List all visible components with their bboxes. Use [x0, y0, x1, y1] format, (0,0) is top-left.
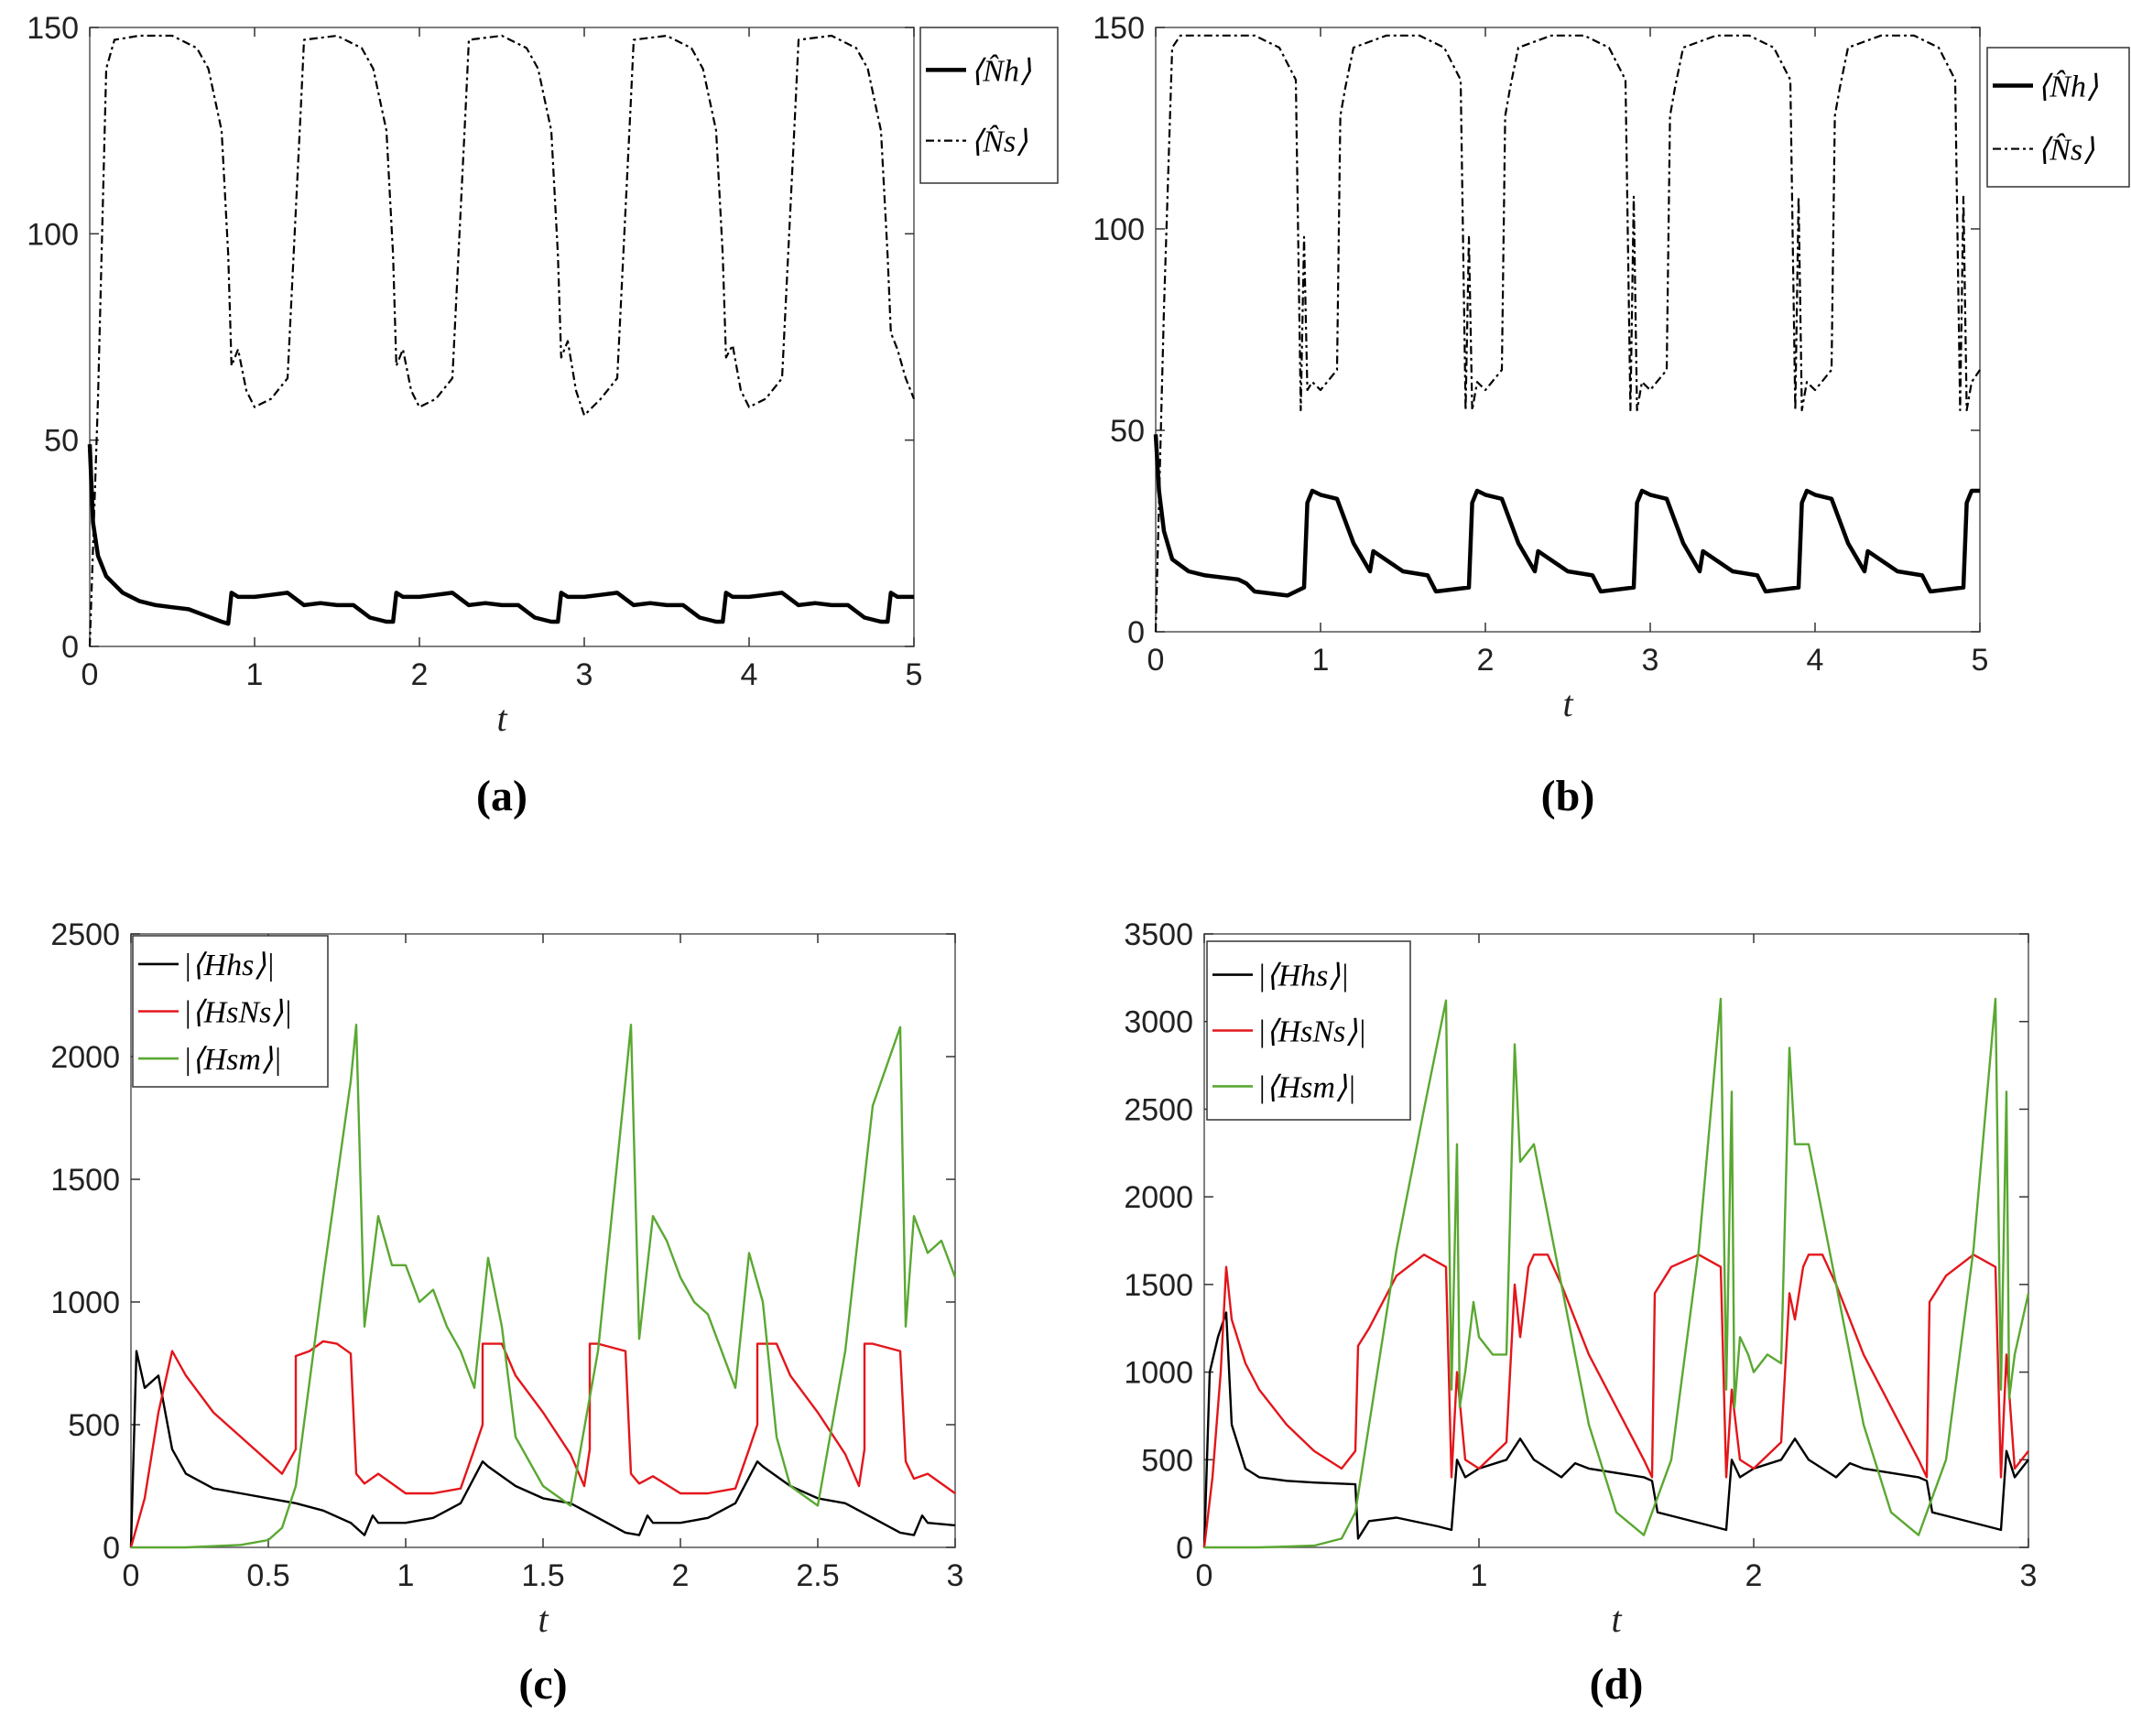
y-tick-label: 500: [1141, 1443, 1193, 1478]
y-tick-label: 0: [1127, 615, 1145, 650]
legend-label: ⟨N̂s⟩: [971, 125, 1027, 159]
y-tick-label: 150: [1093, 11, 1145, 46]
series-line-a-1: [88, 34, 916, 647]
plot-frame-b: [1155, 27, 1981, 633]
y-tick-label: 100: [27, 217, 79, 252]
y-tick-label: 500: [68, 1408, 120, 1443]
y-tick-label: 1000: [50, 1286, 120, 1320]
x-tick-label: 1: [1312, 643, 1330, 678]
x-tick-label: 3: [576, 657, 593, 692]
y-tick-label: 50: [44, 424, 79, 459]
y-tick-label: 0: [1176, 1531, 1193, 1566]
series-line-d-2: [1204, 997, 2030, 1549]
y-tick-label: 0: [103, 1531, 120, 1566]
panel-caption: (b): [1541, 772, 1595, 820]
x-tick-label: 5: [906, 657, 923, 692]
y-tick-label: 1000: [1124, 1356, 1193, 1391]
x-tick-label: 0.5: [246, 1558, 289, 1593]
series-line-c-2: [131, 1023, 957, 1549]
series-line-d-0: [1202, 1311, 2029, 1548]
y-tick-label: 1500: [1124, 1268, 1193, 1303]
y-tick-label: 3500: [1124, 917, 1193, 952]
legend-label: |⟨HsNs⟩|: [183, 996, 292, 1030]
x-tick-label: 2: [1745, 1558, 1763, 1593]
x-tick-label: 3: [947, 1558, 964, 1593]
x-axis-label: t: [496, 698, 507, 739]
x-tick-label: 2: [1477, 643, 1495, 678]
y-tick-label: 1500: [50, 1163, 120, 1198]
series-line-d-1: [1202, 1253, 2029, 1548]
x-tick-label: 1: [246, 657, 264, 692]
chart-d: 0 1 2 3 0 500 1000 1500 2000 2500 3000 3500 t |⟨Hhs⟩|…: [1124, 917, 2037, 1709]
x-tick-label: 4: [1807, 643, 1824, 678]
y-tick-label: 2000: [1124, 1180, 1193, 1215]
legend-label: ⟨N̂s⟩: [2038, 133, 2094, 168]
series-line-c-0: [129, 1350, 956, 1548]
x-tick-label: 0: [1196, 1558, 1213, 1593]
legend-label: ⟨N̂h⟩: [971, 54, 1031, 89]
y-tick-label: 2500: [50, 917, 120, 952]
x-tick-label: 2: [672, 1558, 690, 1593]
plot-frame-d: [1203, 933, 2029, 1548]
x-tick-label: 3: [1642, 643, 1659, 678]
panel-caption: (a): [476, 772, 527, 820]
x-tick-label: 1.5: [521, 1558, 564, 1593]
y-tick-label: 2500: [1124, 1092, 1193, 1127]
y-tick-label: 50: [1110, 414, 1145, 449]
x-tick-label: 1: [397, 1558, 415, 1593]
x-axis-label: t: [538, 1599, 549, 1640]
legend-label: |⟨Hsm⟩|: [1257, 1070, 1356, 1104]
chart-c: 0 0.5 1 1.5 2 2.5 3 0 500 1000 1500 2000 2500 t |⟨Hhs⟩…: [50, 917, 963, 1709]
x-tick-label: 0: [82, 657, 99, 692]
x-tick-label: 5: [1972, 643, 1989, 678]
y-tick-label: 150: [27, 11, 79, 46]
x-tick-label: 2: [411, 657, 429, 692]
series-line-a-0: [87, 444, 914, 626]
legend-label: ⟨N̂h⟩: [2038, 70, 2098, 104]
legend-label: |⟨Hhs⟩|: [183, 949, 275, 982]
x-tick-label: 3: [2020, 1558, 2038, 1593]
x-tick-label: 4: [741, 657, 758, 692]
y-tick-label: 100: [1093, 212, 1145, 247]
plot-frame-a: [89, 27, 915, 647]
y-tick-label: 3000: [1124, 1005, 1193, 1040]
y-tick-label: 0: [61, 630, 79, 665]
x-axis-label: t: [1611, 1599, 1622, 1640]
legend-box-b: [1986, 47, 2130, 188]
x-axis-label: t: [1562, 683, 1573, 724]
x-tick-label: 1: [1471, 1558, 1488, 1593]
legend-label: |⟨HsNs⟩|: [1257, 1015, 1366, 1049]
series-line-b-1: [1154, 34, 1981, 633]
series-line-b-0: [1153, 434, 1980, 598]
y-tick-label: 2000: [50, 1040, 120, 1075]
panel-caption: (d): [1590, 1660, 1644, 1709]
panel-caption: (c): [518, 1660, 567, 1709]
series-line-c-1: [129, 1340, 956, 1548]
legend-label: |⟨Hhs⟩|: [1257, 960, 1349, 993]
legend-label: |⟨Hsm⟩|: [183, 1043, 282, 1077]
x-tick-label: 0: [1147, 643, 1165, 678]
x-tick-label: 2.5: [796, 1558, 839, 1593]
x-tick-label: 0: [123, 1558, 140, 1593]
legend-box-a: [919, 27, 1059, 184]
